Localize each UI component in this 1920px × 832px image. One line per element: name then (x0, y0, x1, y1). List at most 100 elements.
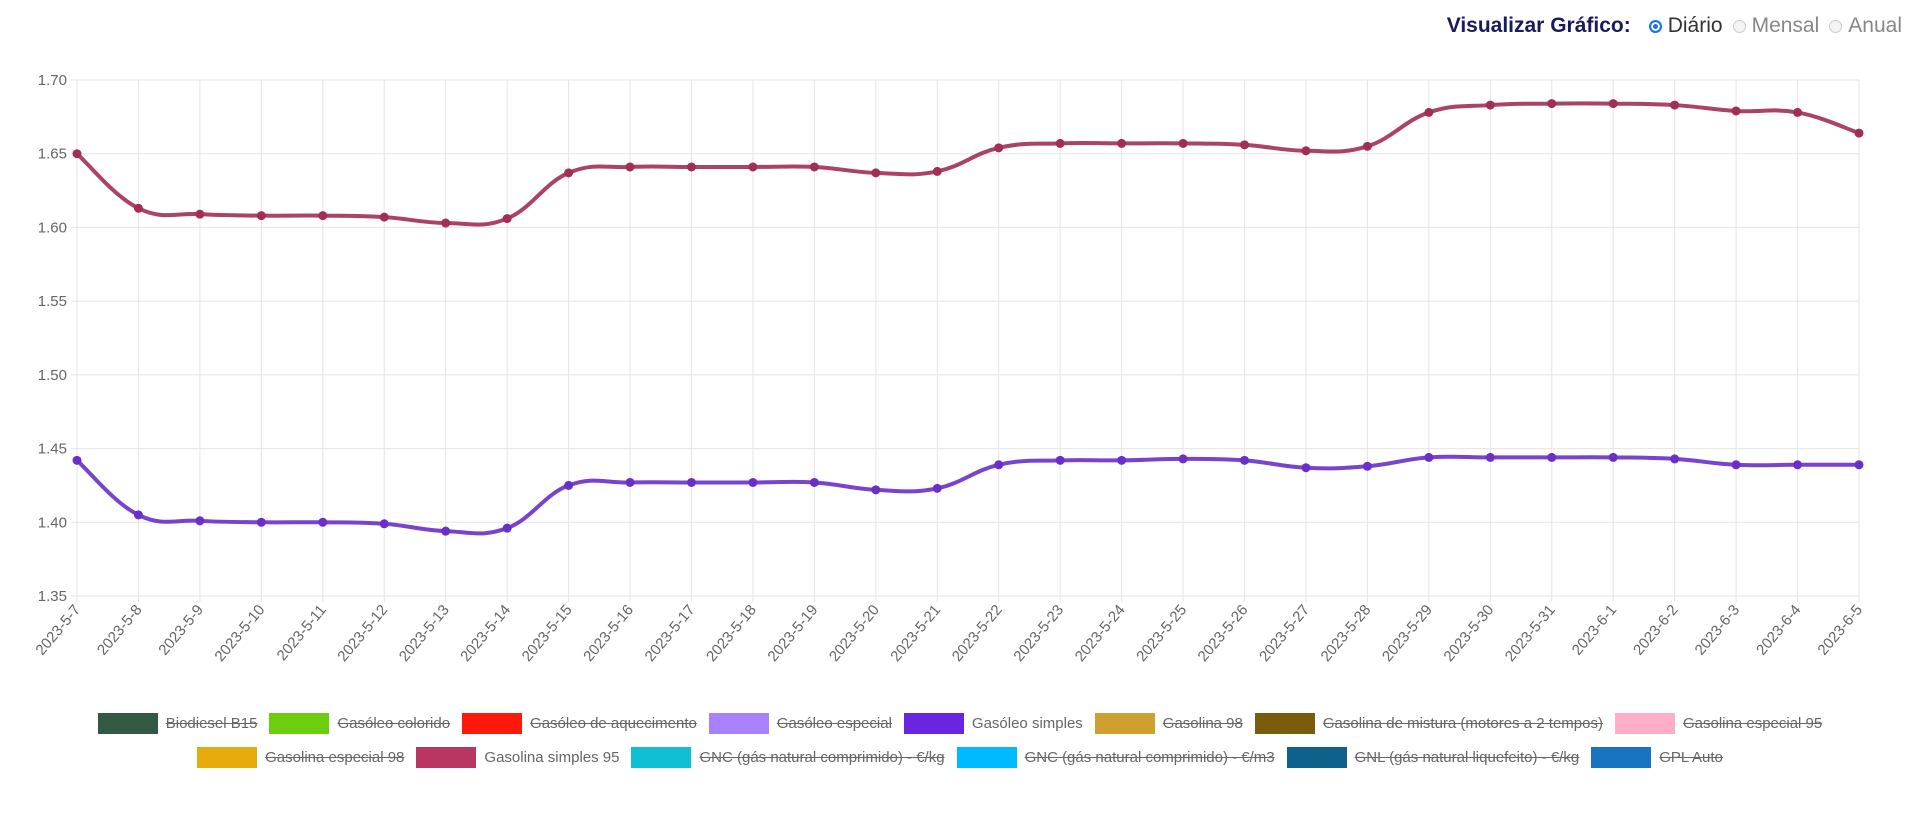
legend-item[interactable]: GNC (gás natural comprimido) - €/kg (631, 746, 945, 769)
radio-icon[interactable] (1732, 19, 1746, 33)
y-tick-label: 1.50 (38, 367, 67, 384)
data-point (379, 212, 389, 222)
x-tick-label: 2023-5-19 (764, 602, 821, 665)
radio-label: Diário (1667, 14, 1723, 37)
legend-swatch (97, 713, 158, 734)
legend-item[interactable]: Gasolina especial 95 (1614, 712, 1823, 735)
legend-label: GNC (gás natural comprimido) - €/m3 (1024, 749, 1275, 766)
y-tick-label: 1.60 (38, 219, 67, 236)
x-tick-label: 2023-5-16 (580, 602, 637, 665)
x-tick-label: 2023-5-11 (274, 602, 330, 664)
data-point (133, 510, 143, 520)
data-point (1362, 141, 1372, 151)
data-point (318, 211, 328, 221)
legend-item[interactable]: Gasolina especial 98 (197, 746, 404, 769)
data-point (1055, 455, 1065, 465)
data-point (72, 455, 82, 465)
x-tick-label: 2023-5-9 (155, 602, 207, 659)
x-tick-label: 2023-5-21 (887, 602, 944, 665)
data-point (1424, 107, 1434, 117)
view-label: Visualizar Gráfico: (1446, 14, 1631, 37)
legend-item[interactable]: Gasóleo especial (708, 712, 892, 735)
data-point (686, 162, 696, 172)
x-tick-label: 2023-5-8 (94, 602, 146, 659)
data-point (1301, 146, 1311, 156)
legend-item[interactable]: GNC (gás natural comprimido) - €/m3 (956, 746, 1275, 769)
legend-item[interactable]: Biodiesel B15 (97, 712, 257, 735)
radio-mensal[interactable]: Mensal (1732, 14, 1820, 38)
y-tick-label: 1.65 (38, 146, 67, 163)
x-tick-label: 2023-5-12 (334, 602, 391, 665)
data-point (564, 168, 574, 178)
legend-swatch (462, 713, 523, 734)
legend-swatch (1094, 713, 1155, 734)
data-point (1670, 454, 1680, 464)
legend-label: Gasolina especial 95 (1682, 715, 1823, 732)
legend-swatch (708, 713, 769, 734)
data-point (1854, 128, 1864, 138)
radio-diario[interactable]: Diário (1648, 14, 1723, 38)
x-tick-label: 2023-6-1 (1569, 602, 1621, 659)
legend-label: GPL Auto (1659, 749, 1723, 766)
x-tick-label: 2023-5-30 (1440, 602, 1497, 665)
data-point (1117, 138, 1127, 148)
legend-swatch (631, 747, 692, 768)
data-point (502, 214, 512, 224)
data-point (1178, 138, 1188, 148)
legend-item[interactable]: Gasolina 98 (1094, 712, 1243, 735)
x-tick-label: 2023-5-28 (1317, 602, 1374, 665)
data-point (379, 519, 389, 529)
y-tick-label: 1.45 (38, 441, 67, 458)
legend-item[interactable]: GNL (gás natural liquefeito) - €/kg (1286, 746, 1579, 769)
radio-icon[interactable] (1829, 19, 1843, 33)
data-point (256, 517, 266, 527)
data-point (625, 477, 635, 487)
data-point (871, 485, 881, 495)
data-point (441, 526, 451, 536)
data-point (1424, 452, 1434, 462)
data-point (1731, 460, 1741, 470)
x-tick-label: 2023-5-26 (1195, 602, 1252, 665)
data-point (1608, 452, 1618, 462)
data-point (256, 211, 266, 221)
data-point (994, 460, 1004, 470)
y-tick-label: 1.35 (38, 588, 67, 605)
data-point (809, 162, 819, 172)
x-tick-label: 2023-5-24 (1072, 602, 1129, 665)
line-chart: 1.70 1.65 1.60 1.55 1.50 1.45 1.40 1.352023-5-7… (32, 72, 1866, 665)
x-tick-label: 2023-5-15 (519, 602, 576, 665)
legend-item[interactable]: Gasolina simples 95 (416, 746, 619, 769)
legend-label: Gasóleo colorido (337, 715, 451, 732)
legend-label: Gasóleo simples (971, 715, 1083, 732)
data-point (133, 203, 143, 213)
legend-item[interactable]: GPL Auto (1591, 746, 1723, 769)
x-tick-label: 2023-6-5 (1814, 602, 1866, 659)
radio-icon[interactable] (1648, 19, 1662, 33)
data-point (1117, 455, 1127, 465)
chart-legend: Biodiesel B15 Gasóleo colorido Gasóleo de … (60, 712, 1860, 769)
data-point (686, 477, 696, 487)
legend-item[interactable]: Gasolina de mistura (motores a 2 tempos) (1254, 712, 1603, 735)
y-tick-label: 1.70 (38, 72, 67, 89)
data-point (1854, 460, 1864, 470)
x-tick-label: 2023-5-29 (1379, 602, 1436, 665)
x-tick-label: 2023-5-20 (826, 602, 883, 665)
radio-anual[interactable]: Anual (1829, 14, 1902, 38)
x-tick-label: 2023-5-7 (32, 602, 84, 659)
series-line (75, 101, 1860, 227)
legend-item[interactable]: Gasóleo colorido (269, 712, 450, 735)
legend-swatch (956, 747, 1017, 768)
legend-item[interactable]: Gasóleo de aquecimento (462, 712, 697, 735)
legend-item[interactable]: Gasóleo simples (903, 712, 1083, 735)
data-point (1485, 100, 1495, 110)
y-tick-label: 1.40 (38, 514, 67, 531)
legend-label: Gasolina simples 95 (484, 749, 620, 766)
radio-label: Mensal (1751, 14, 1820, 37)
x-tick-label: 2023-5-22 (949, 602, 1006, 665)
data-point (994, 143, 1004, 153)
data-point (1670, 100, 1680, 110)
x-tick-label: 2023-5-13 (396, 602, 453, 665)
data-point (441, 218, 451, 228)
data-point (625, 162, 635, 172)
legend-swatch (1254, 713, 1315, 734)
